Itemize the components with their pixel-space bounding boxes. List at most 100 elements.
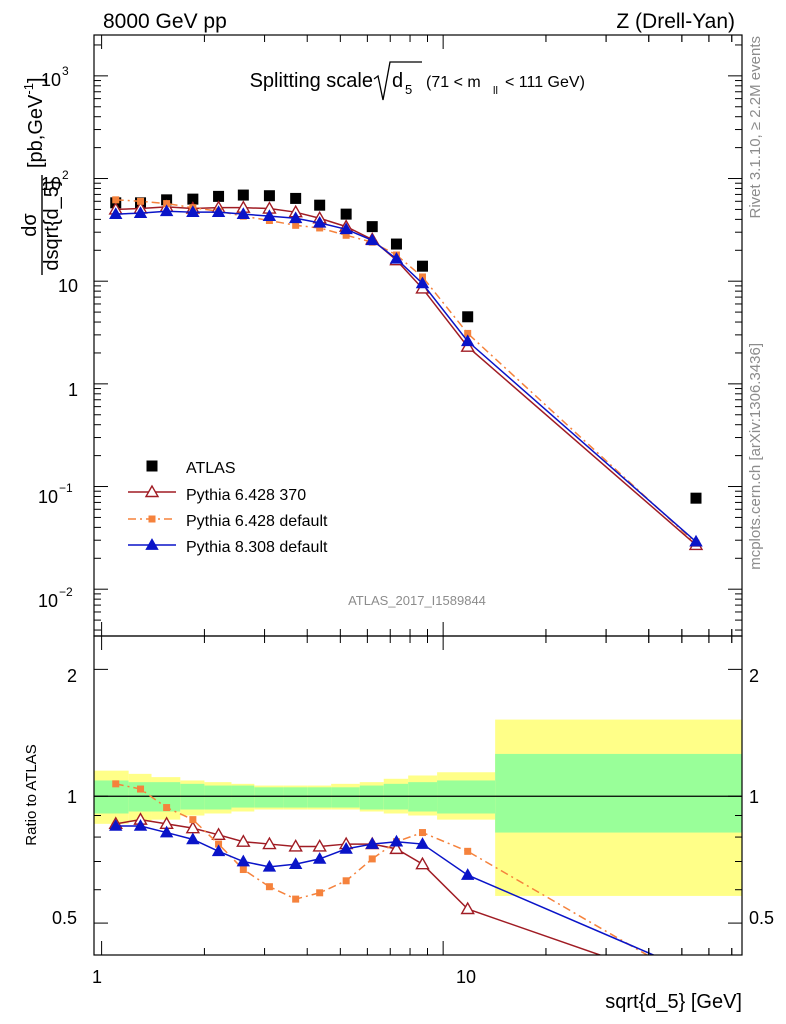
main-point-p8-12	[415, 276, 430, 289]
main-point-p8-9	[339, 222, 353, 235]
x-axis-label: sqrt{d_5} [GeV]	[605, 991, 742, 1013]
main-point-data-5	[237, 189, 249, 201]
ratio-point-p6_default-2	[163, 804, 171, 812]
ratio-point-p8-5	[236, 854, 251, 867]
ratio-point-p8-8	[312, 852, 327, 864]
ratio-point-p6_default-6	[265, 883, 273, 891]
main-ylabel-den: dsqrt{d_5}	[41, 179, 63, 271]
main-ylabel-num: dσ	[19, 213, 41, 237]
ytick-1000-exp: 3	[62, 64, 69, 78]
band-inner-14	[495, 753, 742, 833]
ratio-ytick-2-right: 2	[749, 666, 759, 686]
main-point-data-12	[416, 260, 428, 272]
ratio-point-p8-13	[460, 868, 475, 880]
legend: ATLAS Pythia 6.428 370 Pythia 6.428 defa…	[128, 460, 328, 556]
main-point-p8-4	[211, 205, 226, 218]
sqrt-sign	[373, 61, 422, 101]
legend-label-p8: Pythia 8.308 default	[186, 539, 328, 556]
ytick-0.01-exp: −2	[59, 585, 73, 599]
ratio-point-p6_default-0	[112, 780, 120, 788]
ytick-0.1-exp: −1	[59, 481, 73, 495]
main-point-data-13	[462, 311, 474, 323]
legend-label-atlas: ATLAS	[186, 460, 236, 477]
main-point-p6_default-7	[292, 221, 300, 229]
ratio-point-p8-3	[186, 832, 200, 845]
title-mass-cut: (71 < m	[426, 74, 481, 91]
ytick-10: 10	[58, 276, 78, 296]
main-point-p6_default-1	[137, 197, 145, 205]
main-point-data-10	[366, 221, 378, 233]
ratio-point-p6_default-4	[215, 840, 223, 848]
ratio-frame	[93, 635, 743, 956]
main-ylabel: dσ dsqrt{d_5} [pb,GeV-1]	[19, 77, 63, 275]
ratio-clipped-group	[108, 780, 656, 955]
ratio-point-p8-6	[262, 859, 277, 872]
rivet-label: Rivet 3.1.10, ≥ 2.2M events	[747, 36, 764, 219]
main-point-p6_default-2	[163, 200, 171, 208]
main-point-p6_default-9	[342, 231, 350, 239]
plot-title: Splitting scale d 5 (71 < m ll < 111 GeV…	[250, 61, 585, 101]
ratio-point-p8-11	[389, 834, 404, 847]
band-inner-9	[331, 787, 360, 808]
ratio-point-p6_370-12	[415, 856, 430, 870]
ytick-100-exp: 2	[62, 168, 69, 182]
band-inner-10	[359, 785, 384, 810]
ratio-point-p6_370-11	[389, 841, 404, 855]
ratio-point-p6_370-6	[262, 836, 277, 850]
legend-marker-p6-370	[144, 484, 160, 498]
ratio-point-p6_default-3	[189, 816, 197, 824]
ratio-point-p6_default-9	[342, 877, 350, 885]
legend-label-p6-default: Pythia 6.428 default	[186, 513, 328, 530]
band-inner-7	[283, 787, 308, 808]
legend-marker-p8	[145, 538, 159, 550]
legend-marker-p6-default	[148, 515, 156, 523]
main-point-p8-13	[460, 334, 475, 347]
ytick-0.01-base: 10	[38, 591, 58, 611]
main-series	[108, 189, 704, 551]
main-point-p8-14	[689, 534, 703, 547]
ytick-1000-base: 10	[41, 70, 61, 90]
main-point-data-11	[390, 238, 402, 250]
ratio-point-p6_default-7	[292, 895, 300, 903]
title-symbol: d	[392, 70, 403, 92]
main-point-data-7	[290, 192, 302, 204]
ratio-ytick-2-left: 2	[67, 666, 77, 686]
main-point-data-14	[690, 492, 702, 504]
ratio-series	[108, 780, 656, 955]
band-inner-8	[307, 787, 332, 808]
ratio-point-p6_370-5	[236, 834, 251, 847]
ratio-point-p6_370-7	[288, 839, 303, 852]
ytick-0.1-base: 10	[38, 487, 58, 507]
ratio-point-p8-1	[133, 819, 148, 831]
ytick-1: 1	[68, 380, 78, 400]
xtick-10: 10	[456, 967, 476, 987]
xtick-1: 1	[92, 967, 102, 987]
main-point-p8-5	[236, 207, 251, 219]
main-point-p8-2	[159, 204, 174, 217]
main-point-data-6	[263, 190, 275, 202]
band-inner-13	[437, 780, 496, 814]
legend-label-p6-370: Pythia 6.428 370	[186, 487, 306, 504]
ratio-point-p6_370-8	[312, 839, 327, 852]
ratio-point-p6_370-4	[211, 827, 226, 840]
ratio-point-p8-0	[109, 819, 123, 831]
legend-marker-atlas	[146, 460, 158, 472]
main-point-p8-6	[262, 209, 277, 221]
main-point-p8-10	[365, 233, 379, 246]
ratio-point-p8-2	[159, 825, 174, 838]
main-point-p8-0	[109, 207, 123, 219]
main-point-data-3	[187, 193, 199, 205]
ratio-point-p6_default-10	[368, 855, 376, 863]
ratio-point-p8-7	[288, 857, 303, 869]
main-point-p8-1	[133, 206, 148, 218]
main-point-data-9	[340, 208, 352, 220]
ratio-ytick-0.5-left: 0.5	[52, 908, 77, 928]
ratio-ytick-1-right: 1	[749, 787, 759, 807]
ytick-100-base: 10	[41, 174, 61, 194]
ratio-point-p6_370-13	[460, 901, 475, 915]
main-ytick-labels: 10 3 10 2 10 1 10 −1 10 −2	[38, 64, 78, 611]
ratio-ytick-1-left: 1	[67, 787, 77, 807]
ratio-point-p8-4	[211, 844, 226, 857]
